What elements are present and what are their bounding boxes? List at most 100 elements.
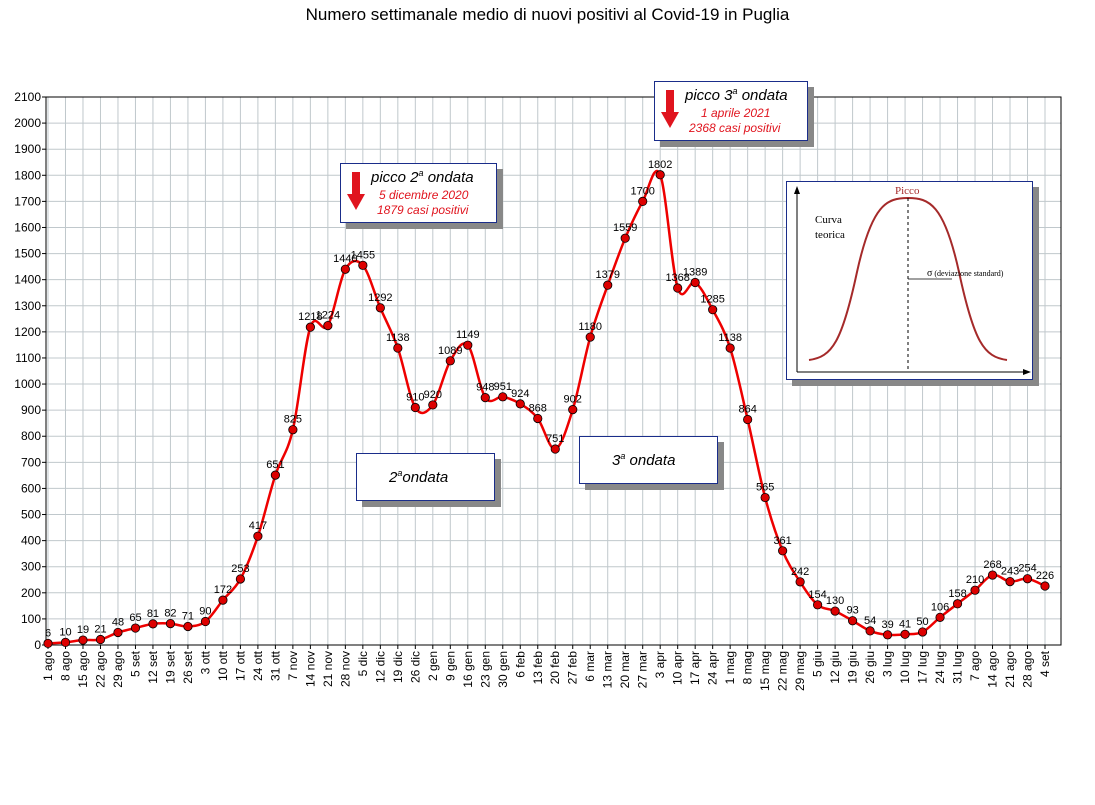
data-label: 81 [147,608,159,620]
data-point [148,619,158,629]
y-tick-label: 700 [21,455,41,469]
x-tick-label: 13 feb [531,651,545,685]
x-tick-label: 5 set [128,650,142,677]
data-label: 154 [808,589,826,601]
data-label: 951 [494,381,512,393]
x-tick-label: 3 lug [881,651,895,677]
x-tick-label: 14 nov [303,651,317,687]
data-point [620,233,630,243]
data-point [200,616,211,627]
data-label: 268 [983,559,1001,571]
data-point [95,634,106,645]
data-point [340,264,350,274]
data-point [480,393,490,403]
data-label: 751 [546,433,564,445]
data-label: 864 [738,404,756,416]
data-label: 10 [59,626,71,638]
x-tick-label: 26 dic [408,651,422,683]
x-tick-label: 17 lug [916,651,930,684]
y-tick-label: 1600 [14,220,41,234]
wave2-arrow-icon [352,172,360,194]
theory-curve-label: Curva teorica [815,214,845,241]
data-point [113,627,123,638]
theory-curve-svg [794,186,1031,375]
data-label: 1440 [333,253,357,265]
x-tick-label: 3 apr [653,651,667,678]
y-tick-label: 300 [21,560,41,574]
data-label: 48 [112,616,124,628]
x-tick-label: 19 dic [391,651,405,683]
x-tick-label: 17 ott [233,650,247,681]
y-tick-label: 1200 [14,325,41,339]
data-point [218,595,228,605]
x-tick-label: 31 lug [951,651,965,684]
data-label: 1089 [438,345,462,357]
x-tick-label: 19 giu [846,651,860,684]
data-label: 1559 [613,222,637,234]
data-point [253,531,263,541]
x-tick-label: 29 ago [111,651,125,688]
x-tick-label: 15 mag [758,651,772,691]
data-point [708,305,718,315]
data-point [778,546,788,556]
x-tick-label: 5 dic [356,651,370,676]
wave2-peak-title: picco 2a ondata [371,168,474,186]
data-label: 41 [899,618,911,630]
data-label: 910 [406,392,424,404]
data-point [603,280,613,290]
data-point [358,260,368,270]
data-label: 868 [529,402,547,414]
data-label: 254 [1018,563,1036,575]
wave3-label: 3a ondata [612,451,676,469]
y-tick-label: 1000 [14,377,41,391]
theory-peak-label: Picco [895,185,920,197]
x-tick-label: 2 gen [426,651,440,681]
x-tick-label: 28 ago [1021,651,1035,688]
data-label: 1379 [595,269,619,281]
y-tick-label: 0 [34,638,41,652]
data-point [393,343,403,353]
data-point [410,402,420,413]
x-tick-label: 4 set [1038,650,1052,677]
wave3-arrow-icon [666,90,674,112]
x-tick-label: 22 mag [776,651,790,691]
data-label: 565 [756,482,774,494]
data-label: 6 [45,627,51,639]
x-tick-label: 27 feb [566,651,580,685]
x-tick-label: 24 apr [706,651,720,685]
y-tick-label: 600 [21,481,41,495]
data-point [900,629,910,639]
x-tick-label: 10 apr [671,651,685,685]
data-point [725,343,735,353]
x-tick-label: 5 giu [811,651,825,677]
data-point [655,170,665,180]
x-tick-label: 8 ago [58,651,72,681]
x-tick-label: 24 lug [933,651,947,684]
wave3-peak-date: 1 aprile 2021 [701,106,771,120]
y-tick-label: 400 [21,534,41,548]
y-tick-label: 800 [21,429,41,443]
y-tick-label: 900 [21,403,41,417]
data-point [375,303,385,313]
y-tick-label: 1500 [14,247,41,261]
data-point [568,405,578,415]
data-point [43,638,53,649]
x-tick-label: 21 nov [321,651,335,687]
data-label: 651 [266,459,284,471]
data-point [673,283,683,293]
x-tick-label: 3 ott [198,650,212,674]
data-point [428,400,438,410]
x-tick-label: 26 set [181,650,195,683]
wave2-peak-cases: 1879 casi positivi [377,203,469,217]
wave2-label: 2aondata [389,468,449,486]
data-label: 361 [773,535,791,547]
data-label: 65 [129,612,141,624]
y-tick-label: 1400 [14,273,41,287]
x-tick-label: 31 ott [268,650,282,681]
x-tick-label: 21 ago [1003,651,1017,688]
data-label: 920 [424,389,442,401]
data-point [498,392,508,402]
data-point [165,619,176,629]
x-tick-label: 6 feb [513,651,527,678]
data-point [813,600,823,610]
